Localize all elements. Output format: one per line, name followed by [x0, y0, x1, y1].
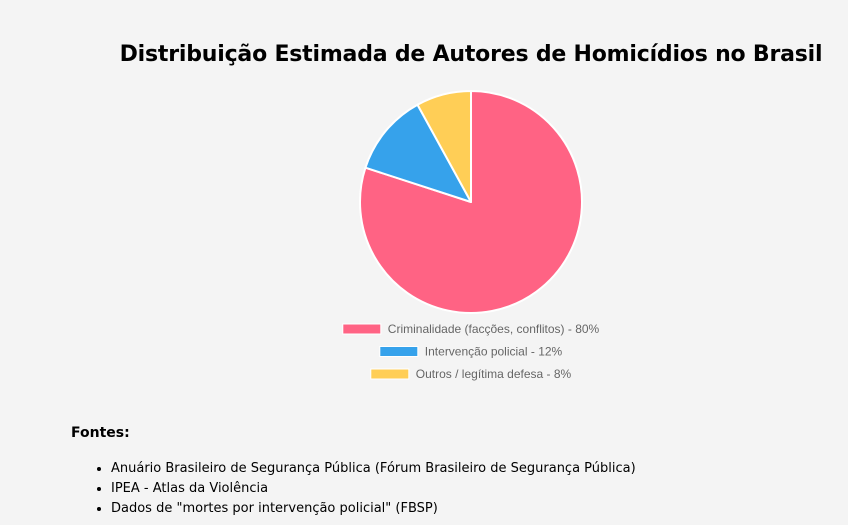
pie-slice[interactable] — [364, 103, 472, 203]
legend-label: Outros / legítima defesa - 8% — [416, 367, 572, 381]
source-item: Dados de "mortes por intervenção policia… — [111, 499, 811, 519]
legend-item[interactable]: Outros / legítima defesa - 8% — [370, 367, 572, 381]
legend-item[interactable]: Criminalidade (facções, conflitos) - 80% — [342, 322, 600, 336]
legend-label: Intervenção policial - 12% — [425, 345, 563, 359]
sources-list: Anuário Brasileiro de Segurança Pública … — [71, 459, 811, 519]
legend-item[interactable]: Intervenção policial - 12% — [379, 345, 563, 359]
sources-title: Fontes: — [71, 425, 130, 441]
pie-slice[interactable] — [416, 90, 472, 203]
sources-section: Fontes: Anuário Brasileiro de Segurança … — [71, 425, 811, 519]
legend-swatch — [370, 368, 410, 380]
legend-swatch — [379, 346, 419, 357]
legend-label: Criminalidade (facções, conflitos) - 80% — [388, 322, 600, 336]
source-item: Anuário Brasileiro de Segurança Pública … — [111, 459, 811, 479]
chart-legend: Criminalidade (facções, conflitos) - 80%… — [342, 322, 600, 381]
source-item: IPEA - Atlas da Violência — [111, 479, 811, 499]
pie-slices — [358, 90, 583, 314]
page-title: Distribuição Estimada de Autores de Homi… — [119, 42, 823, 67]
legend-swatch — [342, 323, 382, 335]
